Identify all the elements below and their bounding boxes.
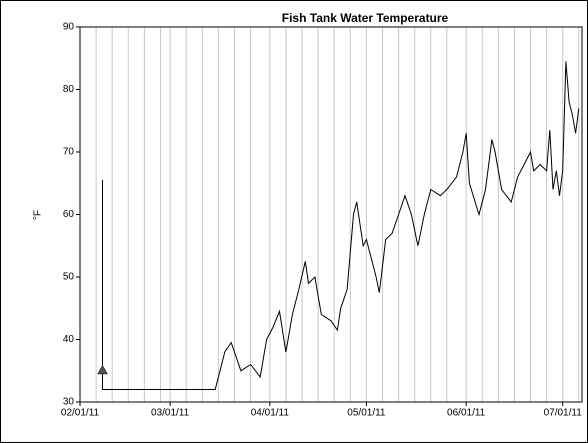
x-tick-label: 04/01/11 <box>251 408 290 419</box>
x-tick-label: 03/01/11 <box>151 408 190 419</box>
y-tick-label: 40 <box>63 334 75 345</box>
plot-frame <box>79 26 583 403</box>
x-tick-label: 07/01/11 <box>544 408 583 419</box>
y-tick-label: 60 <box>63 209 75 220</box>
y-tick-label: 80 <box>63 84 75 95</box>
y-tick-label: 30 <box>63 397 75 408</box>
y-axis-label: °F <box>33 210 44 220</box>
x-tick-label: 02/01/11 <box>61 408 100 419</box>
y-tick-label: 50 <box>63 272 75 283</box>
x-tick-label: 06/01/11 <box>447 408 486 419</box>
y-tick-label: 70 <box>63 147 75 158</box>
plot-area <box>80 27 582 402</box>
data-line <box>102 61 580 390</box>
marker <box>97 364 108 375</box>
x-tick-label: 05/01/11 <box>347 408 386 419</box>
y-tick-label: 90 <box>63 22 75 33</box>
chart-title: Fish Tank Water Temperature <box>282 11 449 25</box>
